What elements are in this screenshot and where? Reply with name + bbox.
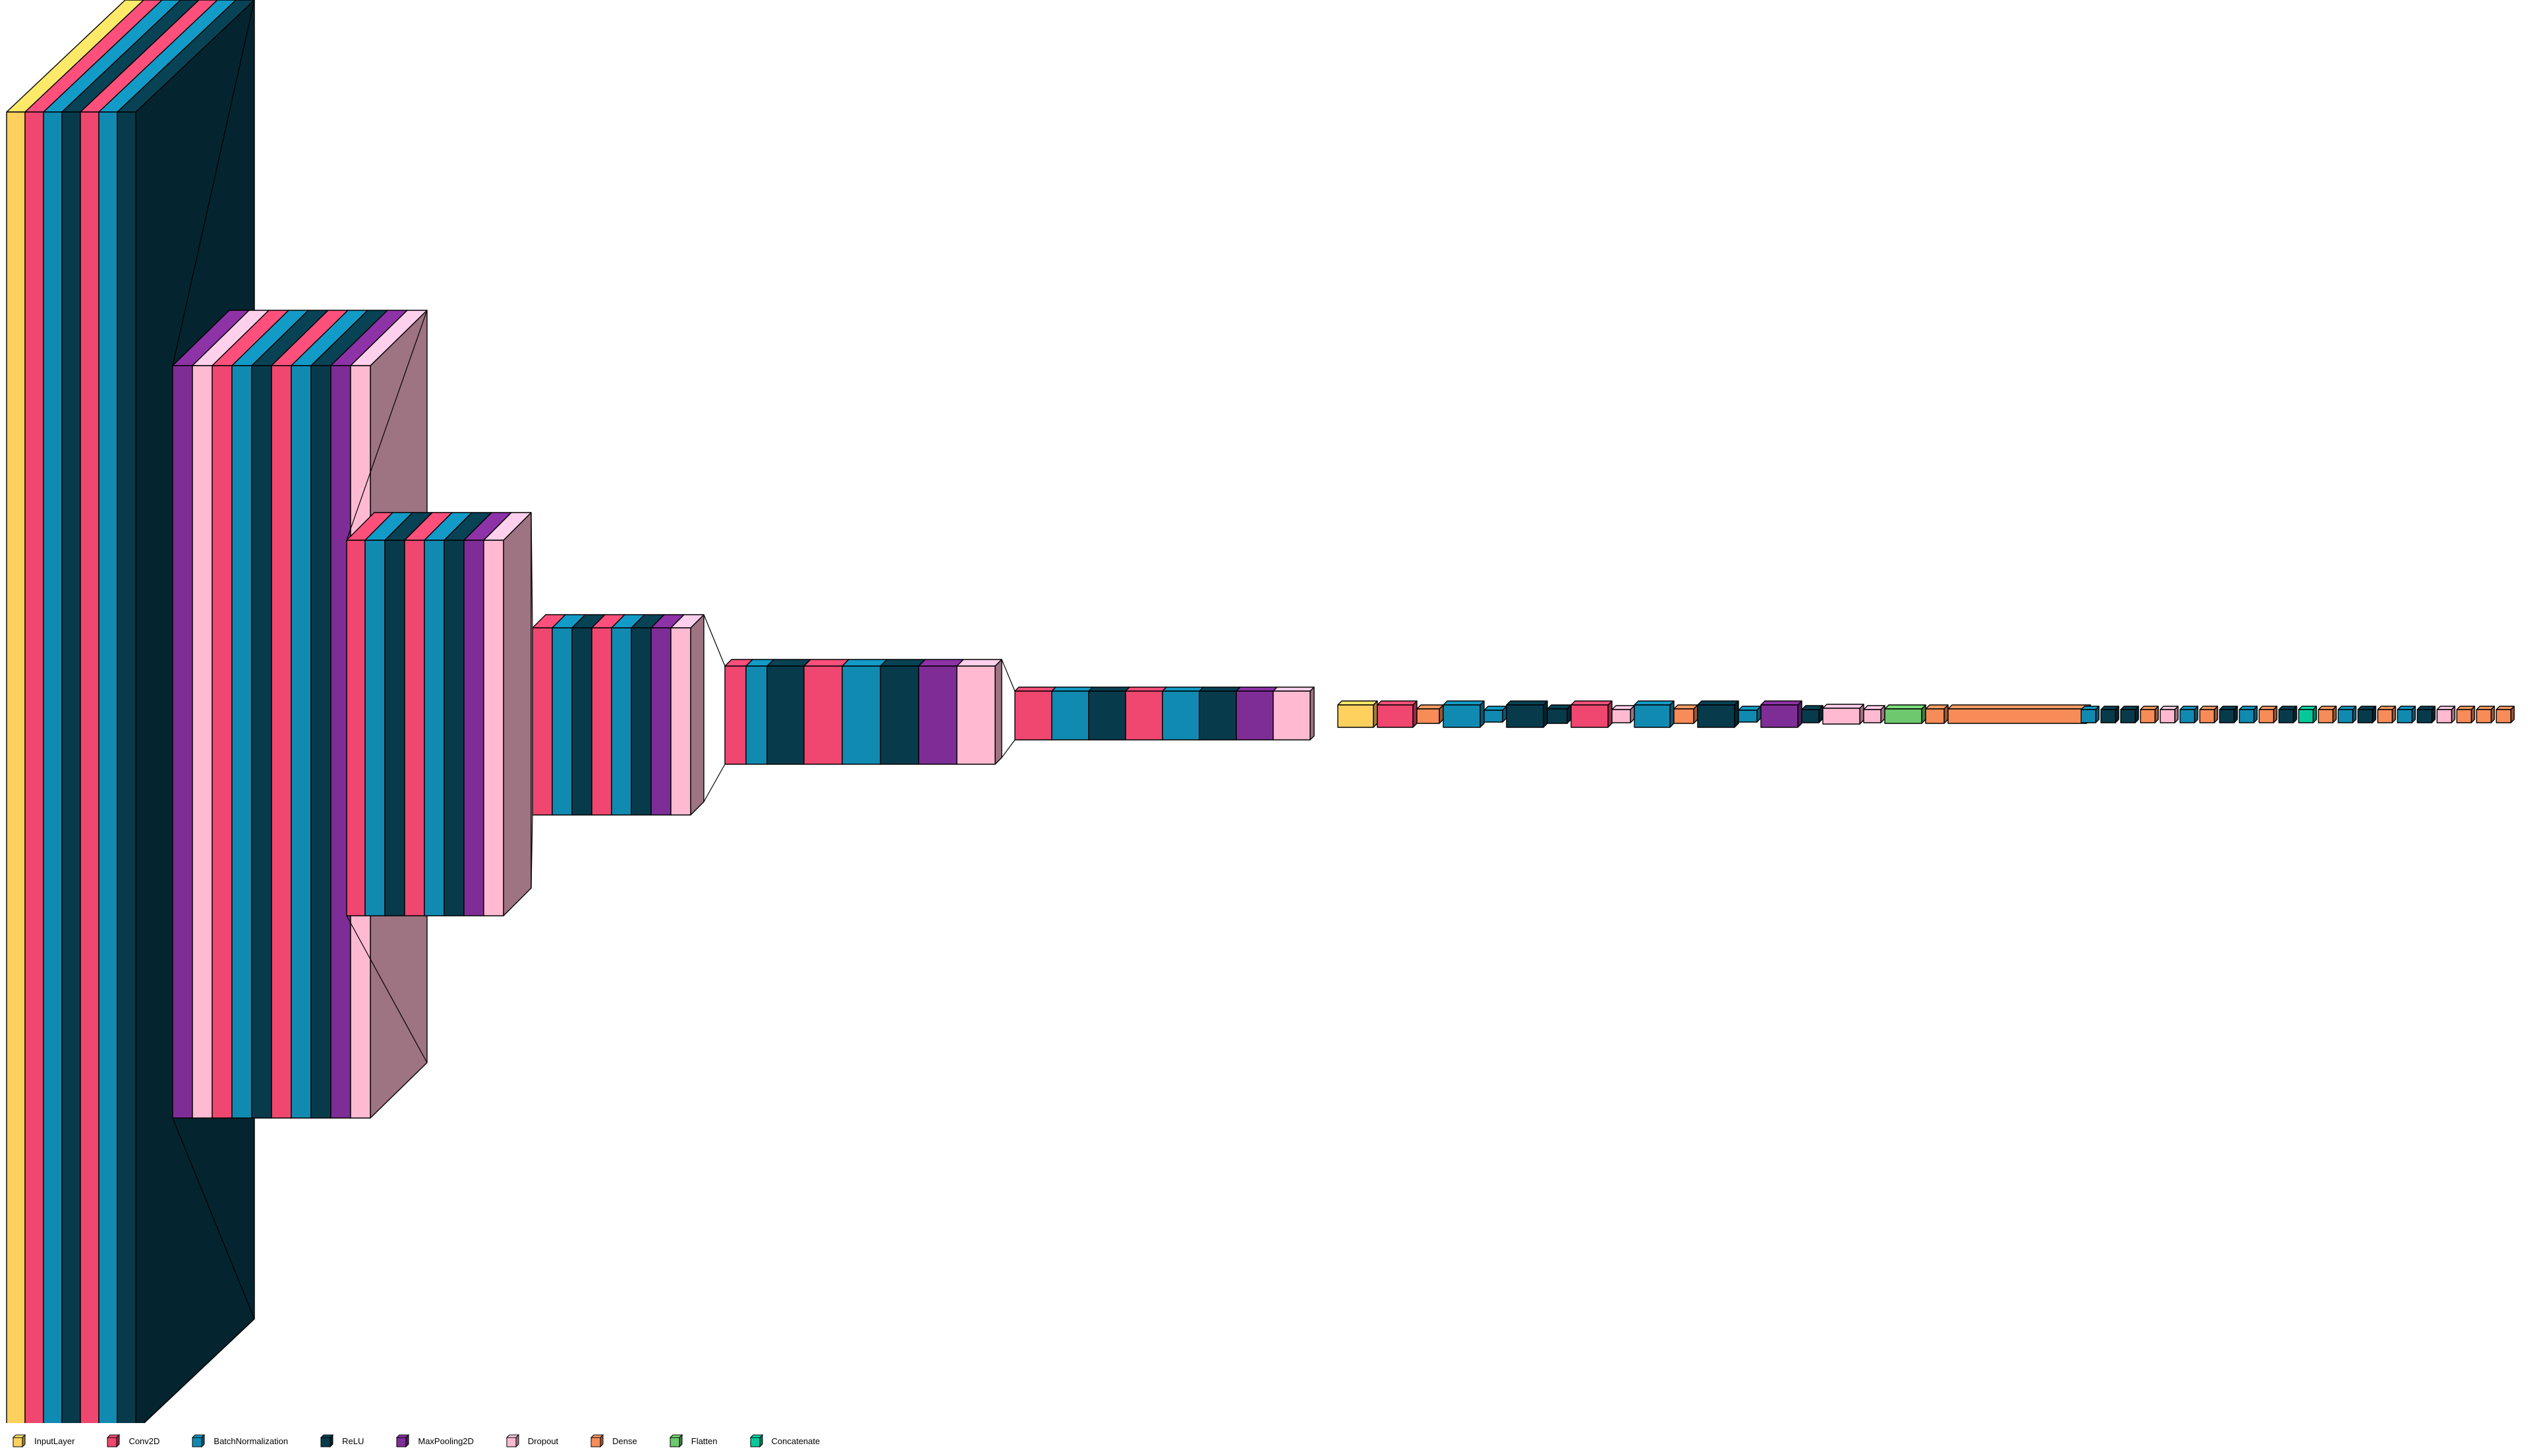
legend-item-flatten: Flatten — [669, 1434, 718, 1448]
layer-dropout-48 — [1273, 686, 1315, 741]
layer-relu-71 — [2120, 706, 2139, 723]
legend-label: BatchNormalization — [214, 1436, 289, 1446]
layer-conv2d-41 — [1014, 686, 1056, 741]
layer-relu-76 — [2219, 706, 2238, 723]
layer-dense-84 — [2377, 706, 2396, 723]
legend-item-dropout: Dropout — [505, 1434, 558, 1448]
legend-swatch-relu — [320, 1434, 334, 1448]
layer-dense-89 — [2476, 706, 2495, 723]
connector-4 — [703, 614, 726, 802]
legend-item-dense: Dense — [590, 1434, 637, 1448]
layer-dropout-87 — [2436, 706, 2456, 723]
layer-dense-81 — [2318, 706, 2337, 723]
connector-2 — [346, 310, 428, 1063]
layer-inputlayer-49 — [1337, 700, 1378, 728]
connector-3 — [531, 512, 533, 889]
layer-relu-83 — [2357, 706, 2376, 723]
layer-dense-67 — [1925, 704, 1949, 724]
layer-dense-90 — [2496, 706, 2515, 723]
layer-relu-60 — [1697, 700, 1739, 728]
layer-dropout-32 — [670, 614, 704, 816]
layer-batchnormalization-82 — [2338, 706, 2357, 723]
legend-item-inputlayer: InputLayer — [12, 1434, 74, 1448]
layer-dropout-64 — [1822, 704, 1864, 725]
layer-dense-51 — [1416, 704, 1444, 724]
layer-dense-72 — [2140, 706, 2159, 723]
layer-batchnormalization-45 — [1162, 686, 1204, 741]
layer-relu-86 — [2417, 706, 2436, 723]
layer-relu-70 — [2100, 706, 2119, 723]
legend-label: ReLU — [342, 1436, 364, 1446]
legend-swatch-flatten — [669, 1434, 683, 1448]
legend-item-batchnormalization: BatchNormalization — [191, 1434, 288, 1448]
legend-label: MaxPooling2D — [418, 1436, 474, 1446]
layer-dense-59 — [1673, 704, 1698, 724]
connector-5 — [1001, 659, 1016, 758]
layer-maxpooling2d-47 — [1236, 686, 1278, 741]
layer-maxpooling2d-62 — [1760, 700, 1802, 728]
layer-conv2d-50 — [1377, 700, 1418, 728]
legend-item-maxpooling2d: MaxPooling2D — [395, 1434, 474, 1448]
legend-label: Conv2D — [129, 1436, 160, 1446]
layer-batchnormalization-53 — [1483, 706, 1507, 723]
layer-dropout-40 — [956, 659, 1002, 765]
layer-relu-79 — [2278, 706, 2297, 723]
legend-swatch-batchnormalization — [191, 1434, 206, 1448]
layer-flatten-66 — [1884, 704, 1926, 724]
layer-batchnormalization-52 — [1443, 700, 1485, 728]
legend-swatch-dense — [590, 1434, 604, 1448]
layer-relu-43 — [1088, 686, 1130, 741]
layer-dropout-24 — [483, 512, 532, 916]
layer-batchnormalization-74 — [2179, 706, 2198, 723]
legend-label: Flatten — [691, 1436, 718, 1446]
legend-swatch-maxpooling2d — [395, 1434, 410, 1448]
layer-relu-63 — [1801, 705, 1824, 723]
layer-concatenate-80 — [2298, 706, 2317, 723]
legend-swatch-inputlayer — [12, 1434, 26, 1448]
legend-item-conv2d: Conv2D — [106, 1434, 159, 1448]
layer-dense-88 — [2456, 706, 2475, 723]
legend: InputLayer Conv2D BatchNormalization ReLU Ma… — [12, 1431, 851, 1451]
connector-1 — [172, 0, 255, 1320]
layer-relu-54 — [1506, 700, 1548, 728]
network-architecture-diagram — [6, 0, 2515, 1423]
layer-dropout-73 — [2160, 706, 2179, 723]
layer-dropout-65 — [1863, 705, 1885, 723]
layer-batchnormalization-69 — [2081, 706, 2100, 723]
legend-item-relu: ReLU — [320, 1434, 364, 1448]
layer-batchnormalization-61 — [1738, 706, 1762, 723]
legend-swatch-conv2d — [106, 1434, 121, 1448]
layer-batchnormalization-42 — [1051, 686, 1093, 741]
layer-dense-78 — [2258, 706, 2278, 723]
layer-dense-75 — [2199, 706, 2218, 723]
layer-dropout-57 — [1611, 705, 1635, 723]
layer-relu-55 — [1547, 704, 1572, 724]
legend-label: InputLayer — [34, 1436, 75, 1446]
legend-label: Dropout — [527, 1436, 559, 1446]
layer-relu-46 — [1199, 686, 1241, 741]
layer-dense-68 — [1947, 704, 2091, 724]
layer-conv2d-56 — [1570, 700, 1613, 728]
legend-item-concatenate: Concatenate — [749, 1434, 820, 1448]
layer-conv2d-44 — [1125, 686, 1167, 741]
layer-batchnormalization-85 — [2397, 706, 2416, 723]
legend-swatch-dropout — [505, 1434, 520, 1448]
legend-label: Dense — [612, 1436, 637, 1446]
legend-label: Concatenate — [771, 1436, 820, 1446]
legend-swatch-concatenate — [749, 1434, 764, 1448]
layer-batchnormalization-77 — [2239, 706, 2258, 723]
layer-batchnormalization-58 — [1634, 700, 1675, 728]
